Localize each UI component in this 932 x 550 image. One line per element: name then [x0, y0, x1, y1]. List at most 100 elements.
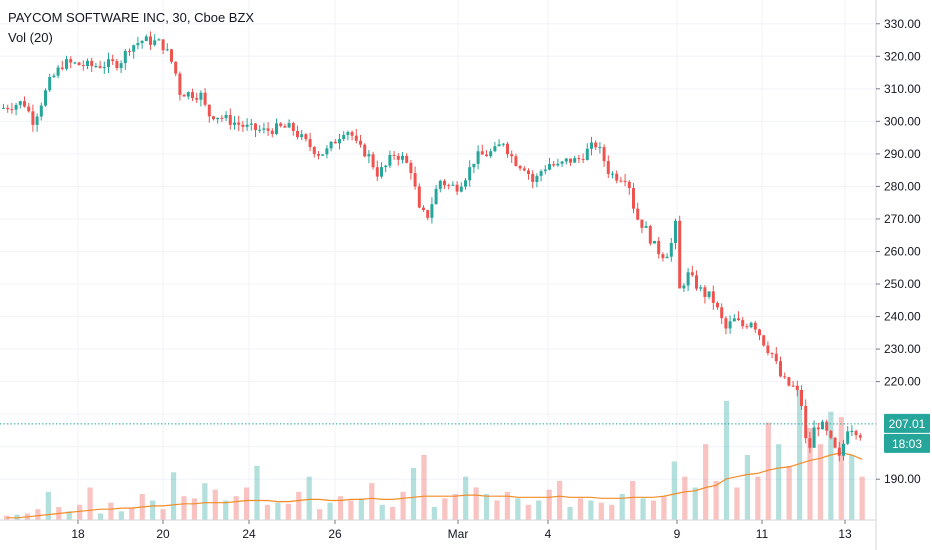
candle-body — [81, 65, 85, 67]
candle-body — [514, 156, 518, 166]
candle-body — [447, 185, 451, 187]
candle-body — [191, 92, 194, 99]
x-tick-label: 9 — [674, 527, 681, 541]
candle-body — [594, 142, 598, 148]
candle-body — [409, 162, 413, 174]
candle-body — [380, 167, 383, 177]
candle-body — [317, 153, 320, 156]
volume-indicator-label: Vol (20) — [8, 30, 53, 45]
candle-body — [296, 130, 299, 138]
candle-body — [829, 430, 833, 438]
legend: PAYCOM SOFTWARE INC, 30, Cboe BZX Vol (2… — [8, 8, 254, 48]
volume-ma-line — [6, 452, 863, 519]
candle-body — [821, 421, 824, 430]
volume-bar — [410, 468, 417, 520]
candle-body — [270, 130, 274, 134]
candle-body — [207, 104, 211, 117]
candle-body — [262, 128, 266, 130]
candle-body — [766, 345, 770, 353]
volume-bar — [212, 489, 218, 520]
candle-body — [279, 123, 283, 127]
candle-body — [569, 158, 572, 163]
candle-body — [31, 111, 35, 125]
candle-body — [585, 148, 589, 160]
candle-body — [468, 167, 472, 181]
candle-body — [581, 159, 585, 161]
candle-body — [115, 61, 119, 69]
candle-body — [724, 318, 728, 329]
volume-bar — [765, 422, 771, 520]
candle-body — [329, 141, 333, 149]
candle-body — [371, 154, 375, 168]
candle-body — [804, 405, 808, 439]
volume-bar — [473, 487, 479, 520]
candle-body — [44, 90, 47, 106]
candle-body — [661, 254, 665, 259]
candle-body — [527, 170, 530, 174]
y-tick-label: 280.00 — [884, 179, 921, 193]
candle-body — [354, 135, 358, 141]
volume-bar — [181, 496, 187, 520]
candle-body — [174, 61, 178, 74]
candle-body — [10, 109, 14, 111]
candle-body — [77, 62, 81, 66]
candle-body — [90, 60, 94, 67]
candle-body — [606, 161, 610, 174]
candle-body — [367, 154, 371, 157]
candle-body — [195, 98, 199, 100]
volume-bar — [358, 498, 364, 520]
candle-body — [497, 144, 501, 147]
volume-bar — [223, 500, 229, 520]
candle-body — [464, 180, 467, 187]
candle-body — [182, 94, 186, 97]
volume-bar — [452, 494, 458, 520]
candle-body — [39, 105, 43, 117]
candle-body — [107, 59, 110, 67]
candle-body — [825, 421, 829, 431]
candle-body — [65, 59, 68, 69]
volume-bar — [682, 476, 688, 520]
candle-body — [438, 180, 442, 189]
volume-bar — [390, 507, 396, 520]
volume-bar — [786, 465, 792, 520]
candle-body — [98, 66, 102, 68]
x-tick-label: Mar — [448, 527, 469, 541]
candle-body — [60, 67, 64, 69]
candle-body — [388, 154, 392, 166]
candle-body — [304, 134, 308, 140]
volume-bar — [536, 500, 542, 520]
candle-body — [6, 107, 10, 110]
candle-body — [426, 210, 430, 218]
y-tick-label: 220.00 — [884, 375, 921, 389]
candle-body — [165, 49, 169, 51]
candle-body — [283, 126, 287, 128]
candle-body — [682, 285, 686, 289]
volume-bar — [87, 487, 93, 520]
last-price-label: 207.01 — [889, 417, 926, 431]
candle-body — [94, 66, 98, 68]
candle-body — [632, 188, 635, 209]
candle-body — [774, 353, 778, 362]
candle-body — [472, 163, 476, 168]
volume-bar — [577, 498, 584, 520]
volume-bar — [77, 504, 83, 520]
volume-bar — [275, 502, 281, 520]
candle-body — [161, 39, 165, 51]
volume-bar — [150, 500, 156, 520]
y-tick-label: 290.00 — [884, 147, 921, 161]
candle-body — [342, 134, 346, 140]
volume-bar — [744, 455, 751, 520]
y-tick-label: 230.00 — [884, 342, 921, 356]
candle-body — [716, 302, 719, 308]
volume-bar — [817, 444, 824, 520]
candle-body — [422, 207, 425, 211]
candle-body — [522, 168, 526, 171]
candle-body — [602, 147, 606, 162]
candle-body — [808, 438, 812, 448]
candle-body — [833, 437, 837, 448]
y-tick-label: 310.00 — [884, 82, 921, 96]
candle-body — [363, 144, 367, 157]
volume-bar — [692, 487, 698, 520]
volume-bar — [337, 496, 344, 520]
